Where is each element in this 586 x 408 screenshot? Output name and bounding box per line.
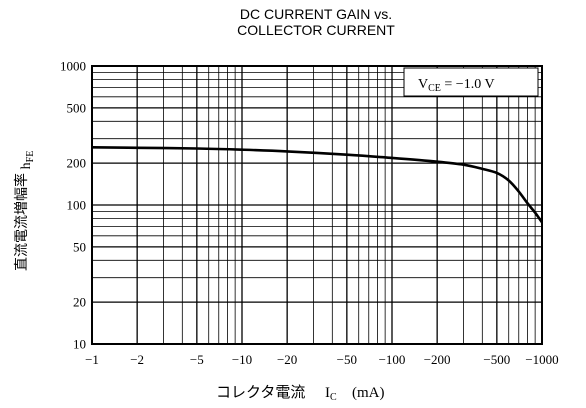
- annotation-box: [403, 67, 539, 97]
- annotation-sub: CE: [428, 83, 441, 94]
- y-axis-label: 直流電流増幅率 hFE: [13, 151, 36, 271]
- y-tick-label: 500: [67, 100, 87, 115]
- x-tick-label: −1000: [525, 352, 558, 367]
- chart-title-line-2: COLLECTOR CURRENT: [237, 22, 395, 38]
- grid-lines: [92, 66, 542, 344]
- y-tick-label: 50: [73, 239, 86, 254]
- series-line-0: [91, 146, 544, 224]
- y-axis-symbol-main: h: [19, 162, 34, 169]
- chart-title-line-1: DC CURRENT GAIN vs.: [239, 6, 393, 22]
- annotation-prefix: V: [418, 77, 428, 92]
- x-tick-label: −50: [337, 352, 357, 367]
- y-tick-label: 100: [67, 198, 87, 213]
- x-axis-symbol: IC: [325, 385, 337, 403]
- y-axis-symbol-sub: FE: [25, 151, 36, 163]
- y-tick-label: 20: [73, 295, 86, 310]
- x-tick-label: −1: [85, 352, 99, 367]
- x-tick-label: −10: [232, 352, 252, 367]
- annotation-value: = −1.0 V: [441, 77, 495, 92]
- x-tick-label: −500: [483, 352, 510, 367]
- chart-title: DC CURRENT GAIN vs. COLLECTOR CURRENT: [90, 6, 542, 38]
- x-axis-unit: (mA): [352, 385, 385, 401]
- x-tick-label: −200: [424, 352, 451, 367]
- annotation-group: VCE = −1.0 V: [403, 67, 539, 97]
- y-tick-labels: 1000 500 200 100 50 20 10: [60, 59, 86, 352]
- x-tick-label: −100: [379, 352, 406, 367]
- x-tick-labels: −1 −2 −5 −10 −20 −50 −100 −200 −500 −1000: [85, 352, 559, 367]
- x-axis-symbol-main: I: [325, 385, 330, 401]
- plot-frame: [91, 65, 543, 345]
- annotation-text: VCE = −1.0 V: [418, 77, 495, 94]
- x-axis-symbol-sub: C: [330, 392, 337, 403]
- x-axis-label-text: コレクタ電流: [216, 384, 305, 401]
- series-curves: [91, 146, 544, 224]
- y-tick-label: 10: [73, 337, 86, 352]
- y-tick-label: 200: [67, 156, 87, 171]
- x-axis-label: コレクタ電流 IC (mA): [216, 384, 385, 403]
- x-tick-label: −20: [277, 352, 297, 367]
- x-tick-label: −5: [190, 352, 204, 367]
- y-axis-label-text: 直流電流増幅率: [13, 173, 30, 271]
- y-tick-label: 1000: [60, 59, 86, 74]
- y-axis-symbol: hFE: [19, 151, 36, 170]
- x-tick-label: −2: [130, 352, 144, 367]
